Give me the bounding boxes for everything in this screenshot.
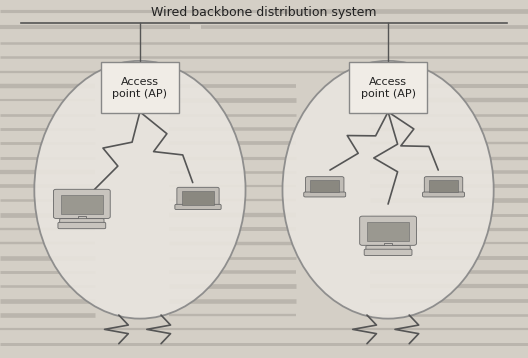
Text: Access
point (AP): Access point (AP) [112,77,167,98]
FancyBboxPatch shape [366,246,410,251]
FancyBboxPatch shape [367,222,409,241]
FancyBboxPatch shape [310,180,340,192]
FancyBboxPatch shape [101,62,179,113]
FancyBboxPatch shape [306,176,344,195]
FancyBboxPatch shape [175,204,221,209]
FancyBboxPatch shape [425,176,463,195]
FancyBboxPatch shape [422,192,465,197]
FancyBboxPatch shape [58,222,106,229]
Ellipse shape [34,61,246,319]
Text: Access
point (AP): Access point (AP) [361,77,416,98]
FancyBboxPatch shape [177,187,219,207]
Bar [78,216,86,220]
Bar [384,243,392,247]
FancyBboxPatch shape [61,195,103,214]
FancyBboxPatch shape [349,62,427,113]
Ellipse shape [282,61,494,319]
FancyBboxPatch shape [429,180,458,192]
FancyBboxPatch shape [360,216,417,245]
FancyBboxPatch shape [60,219,104,224]
FancyBboxPatch shape [53,189,110,218]
FancyBboxPatch shape [304,192,346,197]
FancyBboxPatch shape [182,191,214,204]
FancyBboxPatch shape [364,249,412,256]
Text: Wired backbone distribution system: Wired backbone distribution system [151,6,377,19]
